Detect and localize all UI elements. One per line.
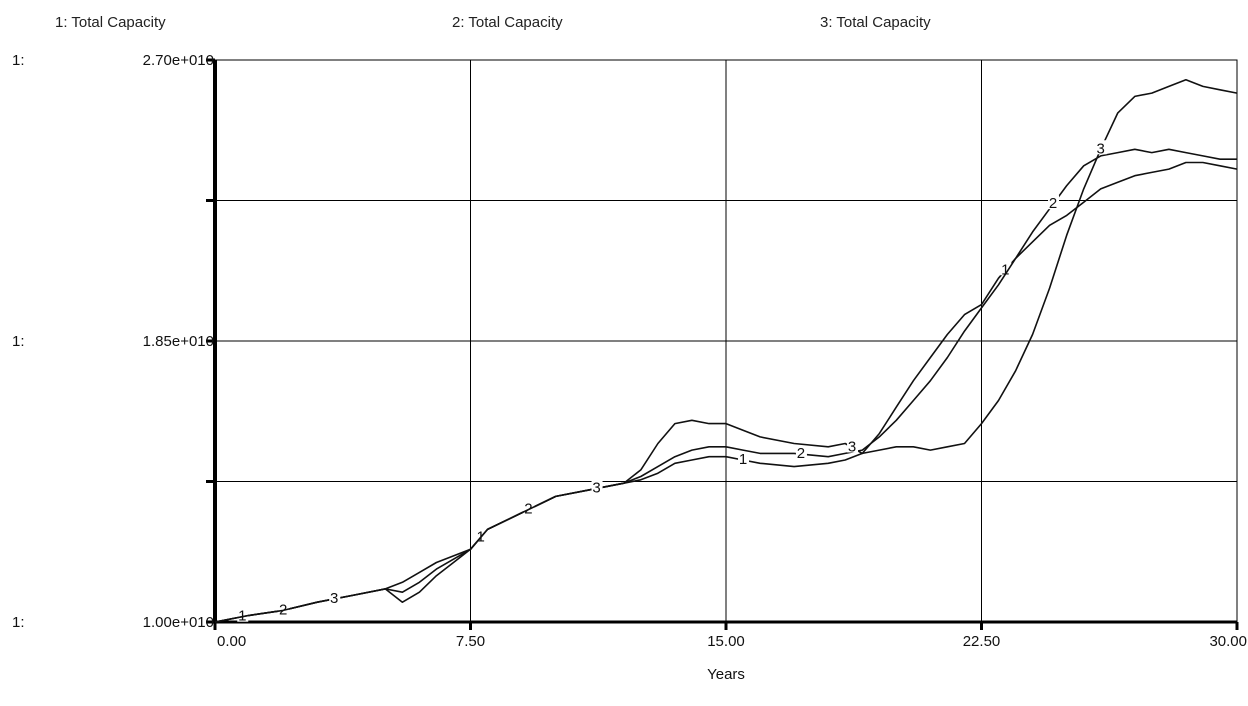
y-tick-label: 1.85e+010 [143,333,214,350]
y-axis: 1: 2.70e+010 1: 1.85e+010 1: 1.00e+010 [12,52,217,631]
series-marker-1: 1 [739,451,747,468]
series-marker-bg [1000,261,1012,276]
x-tick-label: 22.50 [963,633,1001,650]
x-tick-label: 15.00 [707,633,745,650]
series-marker-3: 3 [592,479,600,496]
series-marker-bg [591,479,603,494]
series-marker-3: 3 [330,590,338,607]
series-marker-2: 2 [1049,195,1057,212]
legend-entry-3: 3: Total Capacity [820,14,931,31]
series-marker-bg [847,438,859,453]
series-marker-bg [475,528,487,543]
y-tick-label: 2.70e+010 [143,52,214,69]
legend-entry-1: 1: Total Capacity [55,14,166,31]
legend-entry-2: 2: Total Capacity [452,14,563,31]
series-marker-bg [237,607,249,622]
series-marker-3: 3 [848,438,856,455]
x-axis-label: Years [707,666,745,683]
series-marker-bg [329,589,341,604]
y-axis-prefix: 1: [12,333,25,350]
grid [214,59,1238,623]
series-marker-2: 2 [797,445,805,462]
series-marker-bg [738,451,750,466]
series-marker-bg [1048,195,1060,210]
series-line-1 [214,161,1238,623]
y-tick-label: 1.00e+010 [143,614,214,631]
y-axis-prefix: 1: [12,614,25,631]
x-axis: 0.00 7.50 15.00 22.50 30.00 [213,620,1247,650]
series-marker-bg [1095,140,1107,155]
legend: 1: Total Capacity 2: Total Capacity 3: Tot… [55,14,931,31]
x-tick-label: 7.50 [456,633,485,650]
series-marker-3: 3 [1097,140,1105,157]
series-marker-1: 1 [1001,261,1009,278]
series-marker-bg [278,601,290,616]
x-tick-label: 0.00 [217,633,246,650]
x-tick-label: 30.00 [1209,633,1247,650]
series-line-3 [214,79,1238,623]
series-marker-bg [795,445,807,460]
series-marker-bg [523,500,535,515]
y-axis-prefix: 1: [12,52,25,69]
